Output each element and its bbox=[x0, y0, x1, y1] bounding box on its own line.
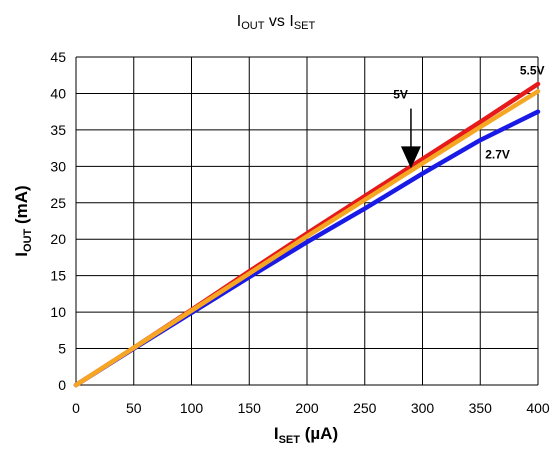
y-tick-label: 0 bbox=[58, 377, 66, 393]
y-axis-label-sub: OUT bbox=[22, 228, 34, 252]
y-axis-label-rest: (mA) bbox=[12, 185, 31, 228]
series-line-unlabeled-2 bbox=[73, 89, 541, 388]
arrow-head-icon bbox=[400, 146, 421, 169]
x-tick-label: 200 bbox=[295, 400, 319, 416]
x-axis-label: ISET (µA) bbox=[274, 424, 338, 446]
annotation-label: 2.7V bbox=[485, 147, 510, 161]
x-tick-label: 350 bbox=[469, 400, 493, 416]
y-tick-label: 20 bbox=[50, 231, 66, 247]
y-tick-label: 15 bbox=[50, 268, 66, 284]
tick-labels: 0 50 100 150 200 250 300 350 400 0 5 10 15 20 25 30 35 40… bbox=[50, 49, 549, 416]
series-layer bbox=[73, 81, 541, 388]
x-tick-label: 0 bbox=[72, 400, 80, 416]
chart-title-sub-out: OUT bbox=[241, 20, 265, 32]
annotations: 5.5V 5V 2.7V bbox=[393, 63, 545, 169]
y-axis-label: IOUT (mA) bbox=[12, 185, 34, 256]
y-axis-label-main: I bbox=[12, 252, 31, 257]
y-tick-label: 5 bbox=[58, 341, 66, 357]
chart-title-mid: vs I bbox=[264, 13, 293, 30]
y-tick-label: 30 bbox=[50, 158, 66, 174]
x-tick-label: 250 bbox=[353, 400, 377, 416]
chart-title-sub-set: SET bbox=[294, 20, 316, 32]
annotation-label: 5.5V bbox=[520, 63, 545, 77]
y-tick-label: 25 bbox=[50, 195, 66, 211]
x-tick-label: 400 bbox=[526, 400, 550, 416]
y-tick-label: 45 bbox=[50, 49, 66, 65]
x-tick-label: 100 bbox=[180, 400, 204, 416]
y-tick-label: 40 bbox=[50, 85, 66, 101]
chart-title-main: I bbox=[237, 13, 241, 30]
x-axis-label-sub: SET bbox=[279, 434, 301, 446]
chart-title: IOUT vs ISET bbox=[237, 13, 316, 32]
x-tick-label: 150 bbox=[238, 400, 262, 416]
grid bbox=[75, 56, 539, 386]
annotation-label: 5V bbox=[393, 88, 408, 102]
x-axis-label-rest: (µA) bbox=[300, 424, 338, 443]
x-tick-label: 50 bbox=[126, 400, 142, 416]
x-axis-label-main: I bbox=[274, 424, 279, 443]
y-tick-label: 10 bbox=[50, 304, 66, 320]
x-tick-label: 300 bbox=[411, 400, 435, 416]
y-tick-label: 35 bbox=[50, 122, 66, 138]
